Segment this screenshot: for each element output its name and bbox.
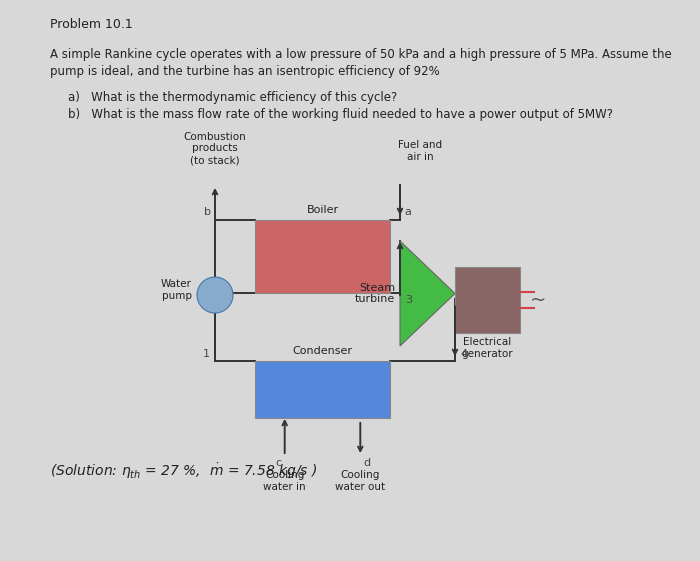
Text: 3: 3 <box>405 295 412 305</box>
Text: b: b <box>204 207 211 217</box>
Text: 4: 4 <box>460 349 467 359</box>
Text: Electrical
generator: Electrical generator <box>462 337 513 358</box>
Text: Problem 10.1: Problem 10.1 <box>50 18 133 31</box>
Text: Cooling
water out: Cooling water out <box>335 470 386 491</box>
Text: a)   What is the thermodynamic efficiency of this cycle?: a) What is the thermodynamic efficiency … <box>68 91 398 104</box>
Text: Condenser: Condenser <box>293 346 353 356</box>
Text: (Solution: $\eta_{th}$ = 27 %,  $\dot{m}$ = 7.58 kg/s ): (Solution: $\eta_{th}$ = 27 %, $\dot{m}$… <box>50 461 318 481</box>
Bar <box>455 267 520 333</box>
Text: A simple Rankine cycle operates with a low pressure of 50 kPa and a high pressur: A simple Rankine cycle operates with a l… <box>50 48 672 61</box>
Text: Steam
turbine: Steam turbine <box>355 283 395 304</box>
Text: ~: ~ <box>530 291 546 310</box>
Circle shape <box>197 277 233 313</box>
Text: Combustion
products
(to stack): Combustion products (to stack) <box>183 132 246 165</box>
Text: pump is ideal, and the turbine has an isentropic efficiency of 92%: pump is ideal, and the turbine has an is… <box>50 65 440 78</box>
Text: c: c <box>276 458 281 468</box>
Text: 2: 2 <box>203 295 210 305</box>
Bar <box>255 220 390 293</box>
Text: 1: 1 <box>203 349 210 359</box>
Text: d: d <box>363 458 370 468</box>
Bar <box>255 361 390 418</box>
Text: a: a <box>404 207 411 217</box>
Text: b)   What is the mass flow rate of the working fluid needed to have a power outp: b) What is the mass flow rate of the wor… <box>68 108 613 121</box>
Text: Water
pump: Water pump <box>161 279 192 301</box>
Text: Cooling
water in: Cooling water in <box>263 470 306 491</box>
Polygon shape <box>400 241 455 346</box>
Text: Boiler: Boiler <box>307 205 339 215</box>
Text: Fuel and
air in: Fuel and air in <box>398 140 442 162</box>
